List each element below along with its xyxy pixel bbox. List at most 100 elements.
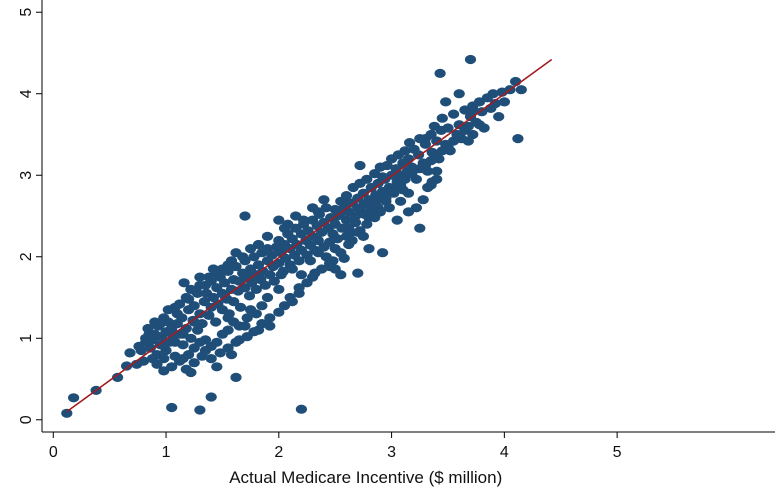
data-point: [379, 186, 391, 197]
axis-tick-labels: 0 1 2 3 4 5 0 1 2 3 4 5: [18, 8, 622, 461]
data-point: [377, 248, 389, 258]
y-tick-label: 1: [18, 334, 35, 343]
data-point: [61, 408, 73, 418]
data-point: [261, 231, 274, 241]
data-point: [158, 354, 170, 364]
data-point: [361, 174, 373, 184]
data-point: [436, 113, 448, 123]
data-point: [413, 150, 425, 160]
data-point: [365, 204, 377, 215]
data-point: [295, 404, 307, 414]
x-tick-label: 1: [162, 444, 171, 461]
data-point: [295, 270, 307, 280]
data-point: [250, 284, 262, 294]
data-point: [399, 174, 411, 184]
data-point: [273, 215, 285, 225]
data-point: [340, 191, 353, 201]
data-point: [266, 250, 278, 260]
data-point: [509, 76, 522, 87]
data-point: [205, 354, 217, 364]
data-point: [343, 223, 355, 233]
data-point: [178, 278, 190, 288]
data-point: [476, 107, 488, 117]
data-point: [431, 166, 443, 176]
data-point: [194, 405, 206, 415]
data-point: [318, 195, 330, 205]
data-point: [169, 337, 181, 347]
data-point: [199, 280, 212, 290]
data-point: [273, 284, 285, 294]
data-point: [248, 272, 260, 282]
data-point: [493, 112, 505, 122]
data-point: [185, 367, 197, 378]
data-point: [338, 253, 350, 263]
data-point: [151, 359, 163, 369]
data-point: [112, 372, 124, 382]
data-point: [372, 195, 384, 205]
data-point: [383, 203, 395, 213]
y-tick-label: 0: [18, 415, 35, 424]
y-tick-label: 2: [18, 252, 35, 261]
data-points: [61, 54, 527, 418]
data-point: [357, 188, 369, 198]
data-point: [467, 105, 479, 115]
x-tick-label: 3: [387, 444, 396, 461]
data-point: [464, 54, 477, 65]
data-point: [248, 327, 260, 337]
y-tick-label: 4: [18, 89, 35, 98]
data-point: [216, 329, 228, 339]
x-axis-title: Actual Medicare Incentive ($ million): [229, 468, 502, 487]
data-point: [166, 402, 178, 413]
data-point: [290, 211, 302, 221]
data-point: [286, 264, 298, 274]
data-point: [307, 203, 319, 213]
data-point: [473, 120, 486, 130]
x-tick-label: 5: [613, 444, 622, 461]
x-tick-label: 0: [49, 444, 58, 461]
data-point: [402, 154, 415, 164]
data-point: [188, 317, 200, 327]
data-point: [363, 244, 375, 254]
data-point: [331, 234, 344, 244]
data-point: [512, 134, 524, 144]
data-point: [340, 231, 353, 241]
data-point: [369, 213, 381, 223]
data-point: [406, 169, 418, 179]
data-point: [354, 160, 366, 171]
data-point: [177, 329, 189, 339]
data-point: [219, 278, 231, 288]
data-point: [203, 272, 215, 282]
data-point: [273, 307, 285, 317]
data-point: [448, 109, 460, 119]
data-point: [352, 227, 364, 237]
data-point: [402, 188, 415, 198]
data-point: [180, 292, 192, 303]
data-point: [286, 297, 298, 307]
data-point: [203, 310, 215, 320]
data-point: [410, 203, 422, 213]
data-point: [453, 89, 465, 99]
data-point: [188, 343, 200, 353]
x-tick-label: 2: [274, 444, 283, 461]
data-point: [377, 172, 389, 182]
data-point: [414, 223, 426, 233]
data-point: [259, 280, 271, 290]
data-point: [245, 305, 257, 315]
data-point: [256, 301, 268, 311]
data-point: [304, 256, 316, 266]
data-point: [419, 134, 431, 144]
data-point: [160, 345, 172, 356]
data-point: [185, 284, 197, 294]
data-point: [68, 393, 80, 403]
data-point: [239, 321, 251, 331]
data-point: [361, 219, 373, 229]
data-point: [329, 264, 341, 274]
data-point: [121, 361, 133, 371]
data-point: [293, 283, 305, 293]
data-point: [312, 248, 324, 258]
data-point: [194, 272, 206, 282]
data-point: [222, 313, 234, 323]
data-point: [312, 235, 324, 246]
data-point: [210, 317, 222, 327]
data-point: [166, 362, 178, 372]
